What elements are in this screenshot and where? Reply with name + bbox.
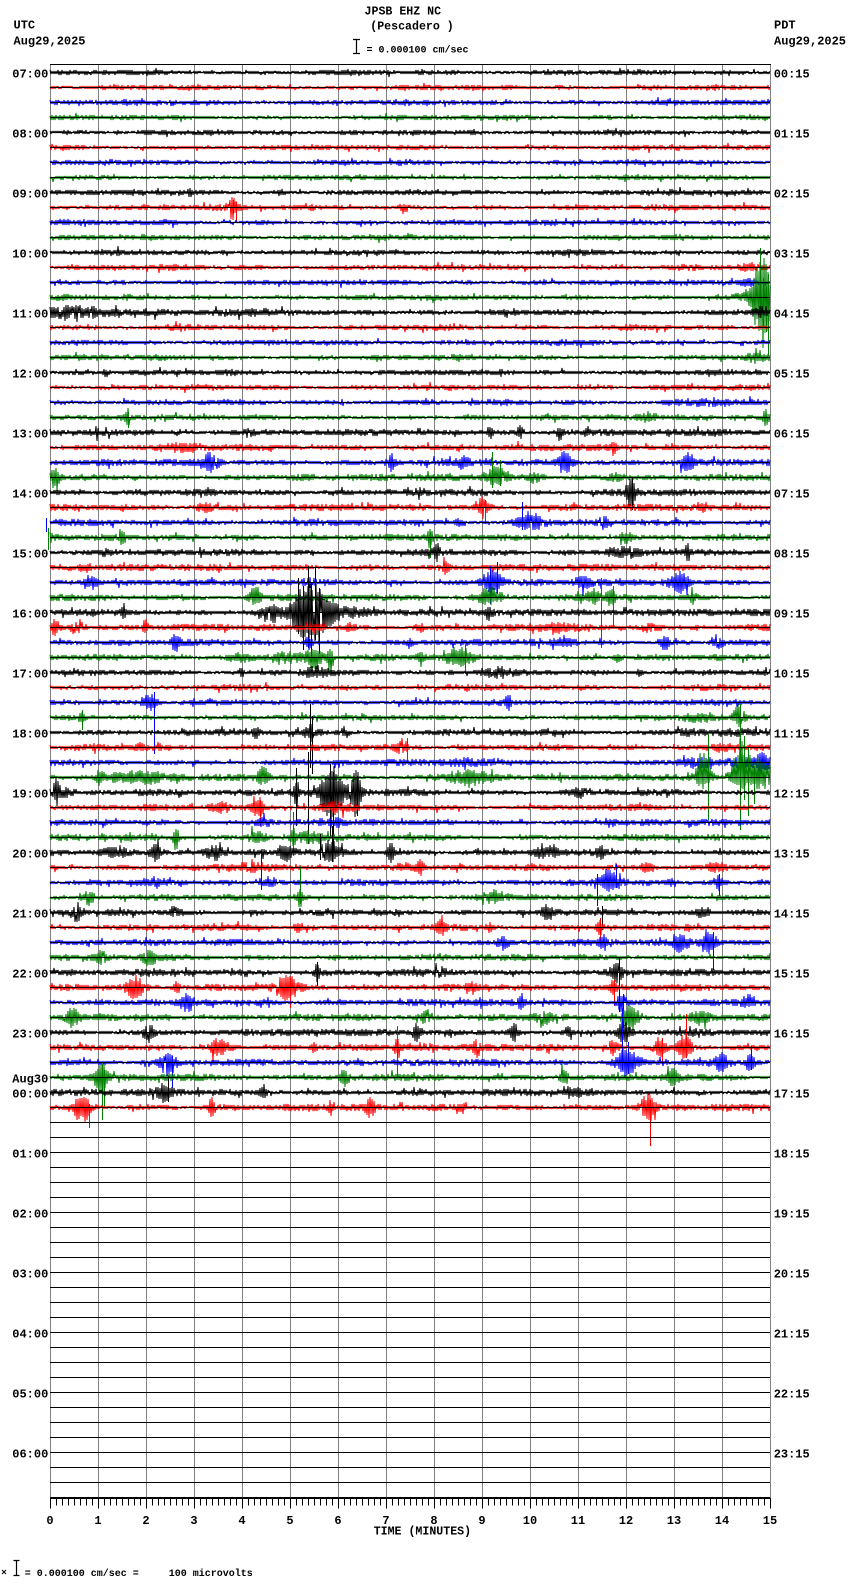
svg-text:5: 5 <box>286 1514 293 1528</box>
svg-text:19:15: 19:15 <box>774 1208 810 1222</box>
svg-text:10:00: 10:00 <box>12 248 48 262</box>
svg-text:11: 11 <box>571 1514 585 1528</box>
svg-text:06:00: 06:00 <box>12 1448 48 1462</box>
svg-text:= 0.000100 cm/sec: = 0.000100 cm/sec <box>367 45 469 57</box>
svg-text:04:00: 04:00 <box>12 1328 48 1342</box>
svg-text:21:00: 21:00 <box>12 908 48 922</box>
svg-text:3: 3 <box>190 1514 197 1528</box>
svg-text:22:15: 22:15 <box>774 1388 810 1402</box>
svg-text:17:15: 17:15 <box>774 1088 810 1102</box>
svg-text:05:15: 05:15 <box>774 368 810 382</box>
svg-text:7: 7 <box>382 1514 389 1528</box>
svg-text:03:00: 03:00 <box>12 1268 48 1282</box>
svg-text:6: 6 <box>334 1514 341 1528</box>
svg-text:10:15: 10:15 <box>774 668 810 682</box>
svg-text:04:15: 04:15 <box>774 308 810 322</box>
svg-text:12:00: 12:00 <box>12 368 48 382</box>
svg-text:10: 10 <box>523 1514 537 1528</box>
svg-text:20:15: 20:15 <box>774 1268 810 1282</box>
svg-text:03:15: 03:15 <box>774 248 810 262</box>
svg-text:15:00: 15:00 <box>12 548 48 562</box>
svg-text:09:00: 09:00 <box>12 188 48 202</box>
svg-text:23:00: 23:00 <box>12 1028 48 1042</box>
svg-text:18:15: 18:15 <box>774 1148 810 1162</box>
svg-text:4: 4 <box>238 1514 245 1528</box>
svg-text:11:15: 11:15 <box>774 728 810 742</box>
svg-text:22:00: 22:00 <box>12 968 48 982</box>
svg-text:18:00: 18:00 <box>12 728 48 742</box>
svg-text:11:00: 11:00 <box>12 308 48 322</box>
svg-text:0: 0 <box>46 1514 53 1528</box>
svg-text:19:00: 19:00 <box>12 788 48 802</box>
svg-text:17:00: 17:00 <box>12 668 48 682</box>
svg-text:100 microvolts: 100 microvolts <box>169 1568 253 1580</box>
svg-text:TIME (MINUTES): TIME (MINUTES) <box>374 1526 471 1539</box>
svg-text:06:15: 06:15 <box>774 428 810 442</box>
svg-text:00:00: 00:00 <box>12 1088 48 1102</box>
svg-text:UTC: UTC <box>14 19 36 33</box>
svg-text:00:15: 00:15 <box>774 68 810 82</box>
svg-text:14: 14 <box>715 1514 729 1528</box>
svg-text:07:15: 07:15 <box>774 488 810 502</box>
svg-text:12: 12 <box>619 1514 633 1528</box>
svg-text:13:15: 13:15 <box>774 848 810 862</box>
svg-text:PDT: PDT <box>774 19 796 33</box>
svg-text:(Pescadero ): (Pescadero ) <box>370 21 454 34</box>
svg-text:07:00: 07:00 <box>12 68 48 82</box>
svg-text:13:00: 13:00 <box>12 428 48 442</box>
svg-text:23:15: 23:15 <box>774 1448 810 1462</box>
svg-text:9: 9 <box>478 1514 485 1528</box>
svg-text:20:00: 20:00 <box>12 848 48 862</box>
svg-text:16:15: 16:15 <box>774 1028 810 1042</box>
svg-text:8: 8 <box>430 1514 437 1528</box>
svg-text:21:15: 21:15 <box>774 1328 810 1342</box>
svg-text:12:15: 12:15 <box>774 788 810 802</box>
svg-text:14:15: 14:15 <box>774 908 810 922</box>
svg-text:13: 13 <box>667 1514 681 1528</box>
svg-text:14:00: 14:00 <box>12 488 48 502</box>
svg-text:Aug29,2025: Aug29,2025 <box>774 34 846 48</box>
svg-text:15: 15 <box>763 1514 777 1528</box>
svg-text:= 0.000100 cm/sec =: = 0.000100 cm/sec = <box>25 1568 139 1580</box>
svg-text:09:15: 09:15 <box>774 608 810 622</box>
svg-text:JPSB EHZ NC: JPSB EHZ NC <box>365 5 442 18</box>
svg-text:08:00: 08:00 <box>12 128 48 142</box>
svg-text:08:15: 08:15 <box>774 548 810 562</box>
svg-text:16:00: 16:00 <box>12 608 48 622</box>
svg-text:02:15: 02:15 <box>774 188 810 202</box>
svg-text:2: 2 <box>142 1514 149 1528</box>
svg-text:05:00: 05:00 <box>12 1388 48 1402</box>
svg-text:1: 1 <box>94 1514 101 1528</box>
svg-text:Aug29,2025: Aug29,2025 <box>14 34 86 48</box>
svg-text:02:00: 02:00 <box>12 1208 48 1222</box>
svg-text:01:00: 01:00 <box>12 1148 48 1162</box>
svg-text:01:15: 01:15 <box>774 128 810 142</box>
svg-text:15:15: 15:15 <box>774 968 810 982</box>
svg-text:Aug30: Aug30 <box>12 1073 48 1087</box>
